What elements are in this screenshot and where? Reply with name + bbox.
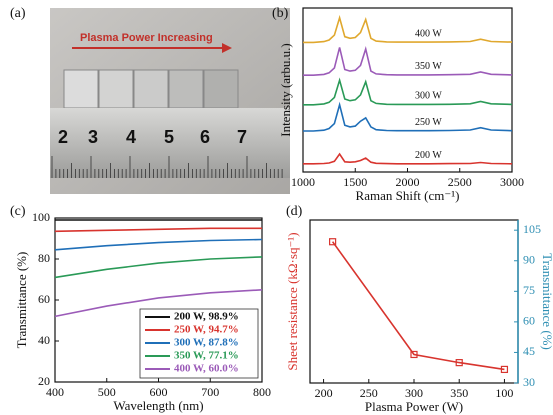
x-tick-label: 600	[150, 385, 168, 399]
x-tick-label: 700	[201, 385, 219, 399]
arrow-head	[222, 43, 232, 53]
y2-tick-label: 105	[523, 222, 541, 236]
y2-tick-label: 30	[523, 375, 535, 389]
ruler-label: 2	[58, 127, 68, 147]
panel-label: (d)	[286, 204, 303, 219]
x-axis-label: Plasma Power (W)	[365, 399, 463, 414]
ruler-ticks	[51, 156, 283, 178]
series-label: 400 W	[415, 28, 442, 39]
x-tick-label: 2500	[448, 175, 472, 189]
y-tick-label: 100	[32, 210, 50, 224]
x-axis-label: Raman Shift (cm⁻¹)	[356, 188, 460, 203]
series-line	[303, 101, 513, 132]
series-label: 250 W	[415, 117, 442, 128]
series-line	[303, 45, 513, 76]
x-tick-label: 800	[253, 385, 271, 399]
series-line	[54, 227, 262, 233]
ruler-label: 3	[88, 127, 98, 147]
ruler-labels: 2 3 4 5 6 7	[58, 127, 247, 147]
series-line	[303, 152, 513, 165]
chart: (d) 200 250 300 350 100 Plasma Power (W) Sheet …	[285, 204, 553, 414]
sample	[63, 69, 99, 109]
series-label: 350 W	[415, 61, 442, 72]
ruler-label: 7	[237, 127, 247, 147]
sample	[133, 69, 169, 109]
series-line	[54, 238, 263, 251]
x-tick-label: 1500	[343, 175, 367, 189]
x-tick-label: 300	[405, 386, 423, 400]
x-tick-label: 400	[46, 385, 64, 399]
panel-label: (b)	[272, 6, 289, 21]
series-line	[331, 241, 505, 371]
panel-label: (c)	[10, 204, 26, 219]
ruler	[50, 108, 290, 178]
x-tick-label: 500	[98, 385, 116, 399]
legend-label: 300 W, 87.8%	[174, 337, 239, 349]
sample	[203, 69, 239, 109]
y2-tick-label: 60	[523, 314, 535, 328]
legend-label: 200 W, 98.9%	[174, 311, 239, 323]
series-label: 300 W	[415, 91, 442, 102]
chart: (c) 400 500 600 700 800 20 40 60 80 100 Wavelength …	[10, 204, 271, 413]
legend-label: 350 W, 77.1%	[174, 350, 239, 362]
photo-caption: Plasma Power Increasing	[80, 32, 213, 44]
y2-axis-label: Transmittance (%)	[540, 253, 553, 350]
x-tick-label: 100	[495, 386, 513, 400]
photo-panel: Plasma Power Increasing 2 3 4 5 6 7 (a)	[10, 6, 290, 194]
y-tick-label: 40	[38, 333, 50, 347]
legend-label: 250 W, 94.7%	[174, 324, 239, 336]
sample	[98, 69, 134, 109]
y2-tick-label: 45	[523, 344, 535, 358]
x-axis-label: Wavelength (nm)	[113, 398, 203, 413]
y-axis-label: Sheet resistance (kΩ·sq⁻¹)	[285, 232, 300, 370]
y-tick-label: 20	[38, 374, 50, 388]
y-tick-label: 80	[38, 251, 50, 265]
x-tick-label: 350	[450, 386, 468, 400]
point	[500, 365, 509, 374]
x-tick-label: 2000	[396, 175, 420, 189]
panel-label: (a)	[10, 6, 26, 21]
series-line	[303, 14, 513, 44]
ruler-label: 5	[164, 127, 174, 147]
plot-frame	[309, 219, 519, 384]
y-tick-label: 60	[38, 292, 50, 306]
y-axis-label: Intensity (arbu.u.)	[278, 43, 293, 137]
point	[455, 359, 463, 367]
x-tick-label: 200	[315, 386, 333, 400]
ruler-label: 4	[126, 127, 136, 147]
point	[410, 350, 418, 359]
legend-label: 400 W, 60.0%	[174, 363, 239, 375]
y-axis-label: Transmittance (%)	[14, 252, 29, 349]
y2-tick-label: 75	[523, 283, 535, 297]
x-tick-label: 3000	[500, 175, 524, 189]
ruler-label: 6	[200, 127, 210, 147]
y2-tick-label: 90	[523, 253, 535, 267]
point	[329, 238, 337, 246]
series-line	[54, 256, 263, 279]
series-line	[303, 77, 513, 106]
x-tick-label: 1000	[291, 175, 315, 189]
series-label: 200 W	[415, 150, 442, 161]
chart: (b) 1000 1500 2000 2500 3000 Raman Shift (cm⁻¹…	[272, 6, 524, 203]
sample	[168, 69, 204, 109]
x-tick-label: 250	[360, 386, 378, 400]
series-line	[54, 289, 263, 318]
